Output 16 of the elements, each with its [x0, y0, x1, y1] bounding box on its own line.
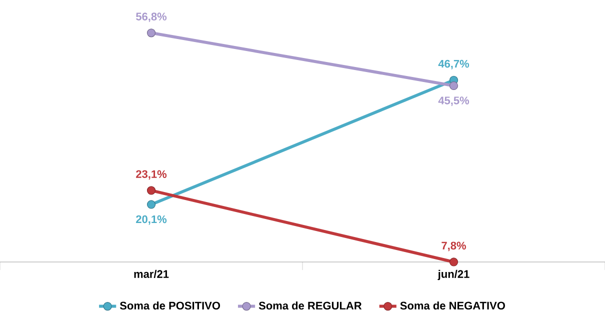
point	[146, 200, 156, 209]
point	[146, 28, 156, 38]
x-tick-label: mar/21	[134, 270, 169, 278]
data-label: 56,8%	[136, 12, 167, 22]
point	[146, 186, 156, 195]
point	[449, 258, 458, 266]
data-label: 46,7%	[438, 60, 470, 70]
legend-label: Soma de POSITIVO	[120, 301, 220, 310]
data-label: 7,8%	[442, 242, 466, 252]
data-label: 23,1%	[136, 170, 167, 180]
legend-label: Soma de REGULAR	[258, 301, 362, 310]
legend-label: Soma de NEGATIVO	[400, 301, 505, 310]
data-label: 45,5%	[438, 96, 470, 106]
point	[449, 81, 458, 90]
data-label: 20,1%	[136, 215, 167, 225]
x-tick-label: jun/21	[438, 270, 470, 280]
